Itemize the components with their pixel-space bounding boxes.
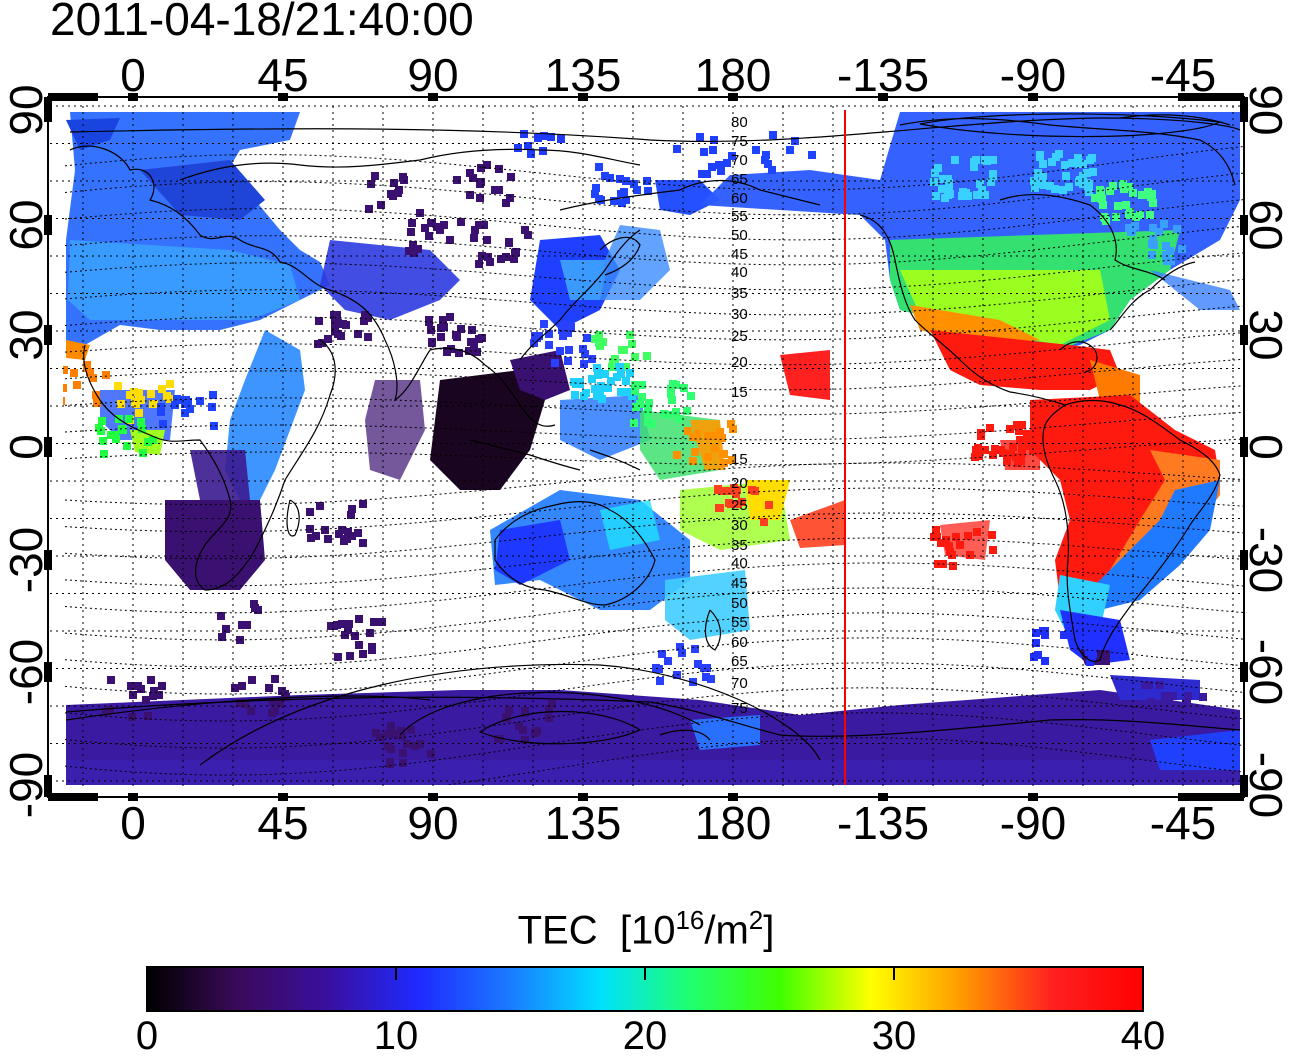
top-axis-tick: 180 (694, 49, 772, 101)
contour-label: 15 (731, 384, 748, 401)
right-axis-tick: 60 (1240, 199, 1292, 251)
colorbar-unit-exp: 16 (675, 905, 705, 935)
colorbar-tick-marks (146, 967, 1144, 980)
contour-label: 25 (731, 497, 748, 514)
tec-data-cells (63, 130, 1207, 768)
bottom-axis-tick: -45 (1149, 797, 1217, 849)
colorbar-unit-prefix: [10 (619, 908, 676, 953)
left-axis-tick: 60 (0, 199, 52, 251)
contour-label: 20 (731, 475, 748, 492)
left-axis-tick: 90 (0, 84, 52, 136)
contour-label: 40 (731, 555, 748, 572)
top-axis-tick: -135 (836, 49, 930, 101)
contour-label: 15 (731, 451, 748, 468)
contour-label: 60 (731, 634, 748, 651)
left-axis-tick: 0 (0, 434, 52, 460)
top-axis-tick: 0 (120, 49, 146, 101)
bottom-axis-tick: 180 (694, 797, 772, 849)
contour-label: 35 (731, 537, 748, 554)
contour-label: 65 (731, 171, 748, 188)
contour-label: 50 (731, 227, 748, 244)
contour-label: 80 (731, 114, 748, 131)
contour-label: 75 (731, 700, 748, 717)
bottom-axis-tick: 45 (257, 797, 309, 849)
contour-label: 25 (731, 328, 748, 345)
right-axis-tick: 90 (1240, 84, 1292, 136)
colorbar-tick-label: 40 (1120, 1014, 1166, 1058)
right-axis-tick: 30 (1240, 309, 1292, 361)
bottom-axis-tick: -135 (836, 797, 930, 849)
right-axis-tick: -30 (1240, 526, 1292, 594)
contour-label: 40 (731, 264, 748, 281)
contour-label: 45 (731, 575, 748, 592)
colorbar-unit-exp2: 2 (748, 905, 764, 935)
contour-label: 50 (731, 595, 748, 612)
contour-label: 30 (731, 306, 748, 323)
colorbar-tick-label: 10 (373, 1014, 419, 1058)
left-axis-tick: 30 (0, 309, 52, 361)
contour-label: 45 (731, 246, 748, 263)
contour-label: 70 (731, 152, 748, 169)
colorbar-title: TEC [1016/m2] (0, 905, 1292, 953)
lat-lon-grid (50, 105, 1242, 788)
colorbar-unit-mid: /m (704, 908, 749, 953)
top-axis-tick: 90 (407, 49, 459, 101)
bottom-axis-tick: 0 (120, 797, 146, 849)
colorbar-title-main: TEC (517, 908, 598, 953)
top-axis-tick: 45 (257, 49, 309, 101)
contour-label: 60 (731, 190, 748, 207)
bottom-axis-tick: 90 (407, 797, 459, 849)
contour-label: 55 (731, 208, 748, 225)
top-axis-tick: -45 (1149, 49, 1217, 101)
colorbar-tick-label: 0 (135, 1014, 159, 1058)
contour-label: 30 (731, 517, 748, 534)
left-axis-tick: -90 (0, 751, 52, 819)
left-axis-tick: -30 (0, 526, 52, 594)
colorbar-tick-label: 30 (871, 1014, 917, 1058)
right-axis-tick: 0 (1240, 434, 1292, 460)
bottom-axis-tick: -90 (999, 797, 1067, 849)
right-axis-tick: -90 (1240, 751, 1292, 819)
colorbar-unit-suffix: ] (763, 908, 775, 953)
colorbar-tick-label: 20 (622, 1014, 668, 1058)
contour-label: 20 (731, 354, 748, 371)
auroral-contours (65, 113, 1241, 766)
magnetic-latitude-contours (63, 145, 1245, 785)
timestamp-title: 2011-04-18/21:40:00 (50, 0, 474, 45)
contour-label: 65 (731, 653, 748, 670)
top-axis-tick: 135 (544, 49, 622, 101)
coastlines (65, 114, 1241, 741)
contour-label: 70 (731, 675, 748, 692)
top-axis-tick: -90 (999, 49, 1067, 101)
contour-label: 75 (731, 133, 748, 150)
contour-label: 35 (731, 285, 748, 302)
right-axis-tick: -60 (1240, 638, 1292, 706)
contour-labels: 8075706560555045403530252015152025303540… (731, 114, 748, 717)
contour-label: 55 (731, 614, 748, 631)
left-axis-tick: -60 (0, 638, 52, 706)
bottom-axis-tick: 135 (544, 797, 622, 849)
frame-ticks (44, 93, 1248, 801)
